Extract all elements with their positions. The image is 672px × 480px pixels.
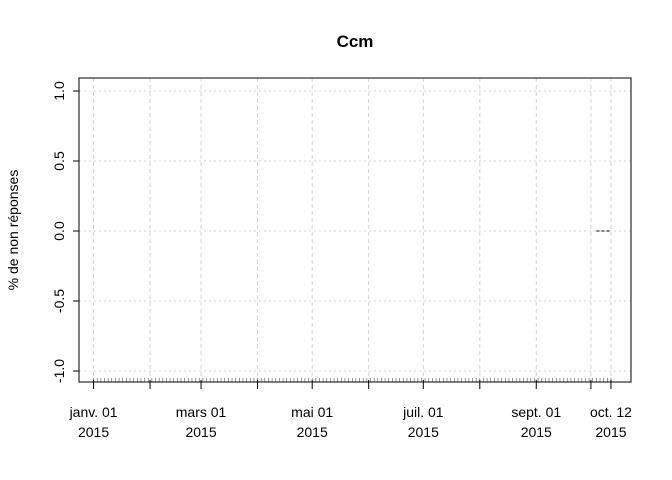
- y-tick-label: 1.0: [51, 81, 67, 101]
- x-tick-label: oct. 12: [590, 404, 632, 420]
- y-tick-label: -0.5: [51, 289, 67, 313]
- y-tick-label: -1.0: [51, 359, 67, 383]
- y-axis-label: % de non réponses: [5, 170, 21, 291]
- x-tick-label-year: 2015: [595, 424, 626, 440]
- y-tick-label: 0.0: [51, 221, 67, 241]
- x-tick-label-year: 2015: [297, 424, 328, 440]
- x-tick-label-year: 2015: [408, 424, 439, 440]
- grid-layer: [79, 78, 631, 382]
- x-tick-label: mars 01: [176, 404, 227, 420]
- x-tick-label-year: 2015: [185, 424, 216, 440]
- axis-layer: -1.0 -0.5 0.0 0.5 1.0 janv. 01 2015 mars 01 2015…: [51, 81, 632, 440]
- plot-frame: [78, 77, 632, 383]
- chart-title: Ccm: [337, 32, 374, 51]
- x-tick-label: janv. 01: [69, 404, 118, 420]
- x-tick-label-year: 2015: [521, 424, 552, 440]
- x-tick-label: juil. 01: [402, 404, 444, 420]
- x-tick-label-year: 2015: [78, 424, 109, 440]
- x-tick-label: sept. 01: [511, 404, 561, 420]
- y-tick-label: 0.5: [51, 151, 67, 171]
- minor-tick-layer: [93, 378, 612, 382]
- x-tick-label: mai 01: [291, 404, 333, 420]
